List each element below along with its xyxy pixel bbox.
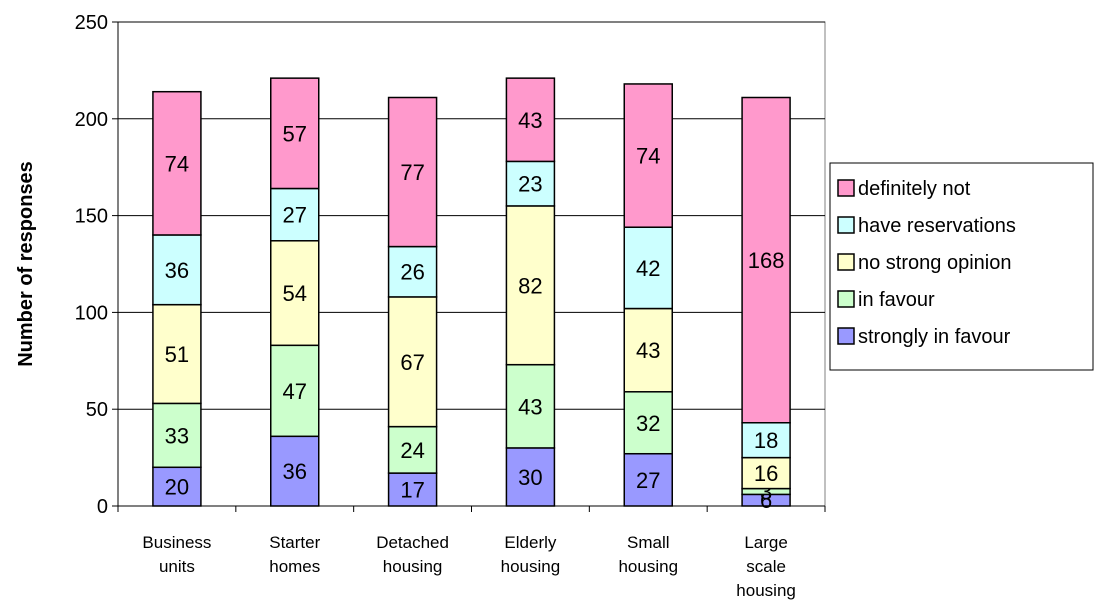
bar-segment	[270, 187, 320, 242]
legend-label: have reservations	[858, 215, 1016, 237]
bar-segment	[387, 96, 438, 248]
x-tick-label: units	[159, 557, 195, 576]
y-tick-label: 100	[75, 302, 108, 324]
x-tick-label: Elderly	[504, 533, 556, 552]
x-tick-label: housing	[736, 581, 796, 600]
legend-label: in favour	[858, 289, 935, 311]
data-label: 30	[518, 465, 542, 490]
legend-label: strongly in favour	[858, 326, 1011, 348]
y-tick-label: 200	[75, 109, 108, 131]
y-tick-label: 50	[86, 399, 108, 421]
data-label: 33	[165, 423, 189, 448]
bar-segment	[505, 160, 556, 207]
data-label: 74	[636, 144, 660, 169]
plot-area: 0 50 100 150 200 250 20 33 51 36 74 Business units 36…	[75, 12, 826, 600]
data-label: 32	[636, 411, 660, 436]
data-label: 74	[165, 151, 189, 176]
data-label: 16	[754, 461, 778, 486]
x-tick-label: Business	[142, 533, 211, 552]
x-tick-label: Starter	[269, 533, 320, 552]
data-label: 23	[518, 172, 542, 197]
y-tick-label: 150	[75, 206, 108, 228]
bar-segment	[623, 83, 673, 228]
data-label: 42	[636, 256, 660, 281]
bar-segment	[505, 363, 556, 449]
data-label: 43	[636, 338, 660, 363]
bar-segment	[152, 303, 202, 405]
legend: definitely not have reservations no strong…	[829, 162, 1094, 371]
legend-label: no strong opinion	[858, 252, 1011, 274]
x-tick-label: housing	[501, 557, 561, 576]
y-tick-label: 0	[97, 496, 108, 518]
data-label: 17	[400, 478, 424, 503]
bar-segment	[270, 240, 320, 347]
bar-segment	[152, 466, 202, 507]
data-label: 82	[518, 273, 542, 298]
data-label: 36	[283, 459, 307, 484]
x-tick-label: Large	[744, 533, 787, 552]
plot-background	[117, 21, 826, 507]
data-label: 20	[165, 475, 189, 500]
bar-segment	[152, 234, 202, 306]
bar-segment	[623, 391, 673, 455]
data-label: 24	[400, 438, 424, 463]
legend-box	[829, 162, 1094, 371]
x-tick-label: Detached	[376, 533, 449, 552]
bar-segment	[387, 425, 438, 474]
legend-label: definitely not	[858, 178, 971, 200]
bar-segment	[741, 96, 791, 424]
y-axis-label: Number of responses	[15, 161, 37, 367]
x-tick-label: housing	[618, 557, 678, 576]
bar-segment	[152, 90, 202, 236]
data-label: 77	[400, 160, 424, 185]
legend-swatch	[837, 216, 855, 234]
data-label: 43	[518, 394, 542, 419]
data-label: 168	[748, 248, 785, 273]
legend-swatch	[837, 290, 855, 308]
data-label: 47	[283, 379, 307, 404]
x-tick-label: housing	[383, 557, 443, 576]
data-label: 27	[636, 468, 660, 493]
bar-segment	[387, 472, 438, 507]
data-label: 43	[518, 108, 542, 133]
y-tick-label: 250	[75, 12, 108, 34]
bar-segment	[387, 296, 438, 428]
bar-segment	[623, 452, 673, 507]
bar-segment	[741, 456, 791, 490]
x-tick-label: scale	[746, 557, 786, 576]
bar-segment	[387, 245, 438, 298]
bar-segment	[270, 77, 320, 190]
data-label: 36	[165, 258, 189, 283]
legend-swatch	[837, 179, 855, 197]
data-label: 27	[283, 203, 307, 228]
data-label: 54	[283, 281, 307, 306]
bar-segment	[152, 402, 202, 469]
x-tick-label: homes	[269, 557, 320, 576]
x-tick-label: Small	[627, 533, 670, 552]
data-label: 67	[400, 350, 424, 375]
bar-segment	[505, 77, 556, 163]
bar-segment	[270, 435, 320, 507]
bar-segment	[505, 205, 556, 366]
bar-segment	[270, 344, 320, 438]
data-label: 51	[165, 342, 189, 367]
data-label: 18	[754, 428, 778, 453]
data-label: 26	[400, 260, 424, 285]
data-label: 57	[283, 121, 307, 146]
legend-swatch	[837, 253, 855, 271]
legend-swatch	[837, 327, 855, 345]
